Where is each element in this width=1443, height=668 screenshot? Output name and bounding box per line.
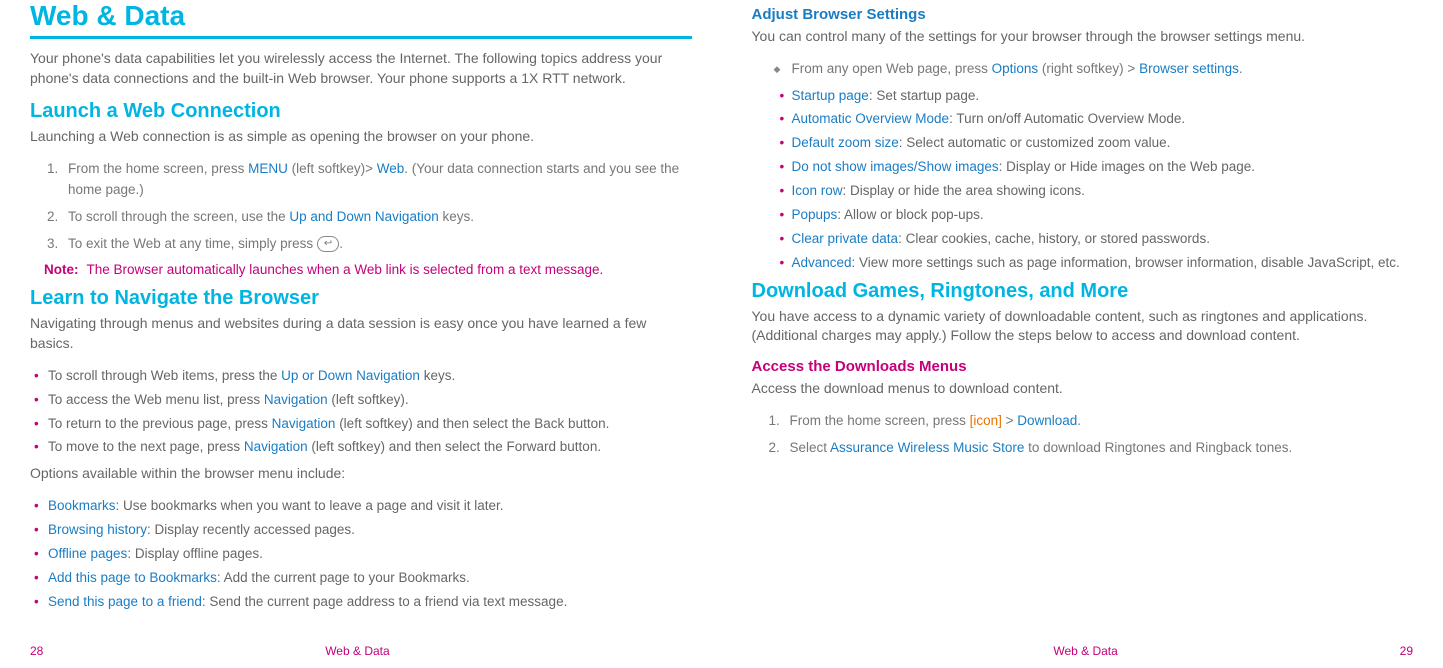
launch-steps: From the home screen, press MENU (left s… — [62, 159, 692, 255]
web-key: Web — [377, 161, 405, 176]
opts-bullets: Bookmarks: Use bookmarks when you want t… — [34, 496, 692, 613]
opts-intro: Options available within the browser men… — [30, 464, 692, 484]
list-item: Default zoom size: Select automatic or c… — [780, 133, 1414, 154]
page-left-content: Web & Data Your phone's data capabilitie… — [30, 0, 692, 636]
list-item: To scroll through Web items, press the U… — [34, 366, 692, 387]
adjust-step: From any open Web page, press Options (r… — [774, 59, 1414, 80]
list-item: Bookmarks: Use bookmarks when you want t… — [34, 496, 692, 517]
title-rule — [30, 36, 692, 39]
intro-text: Your phone's data capabilities let you w… — [30, 49, 692, 88]
icon-placeholder: [icon] — [970, 413, 1002, 428]
step-2: Select Assurance Wireless Music Store to… — [784, 438, 1414, 459]
learn-intro: Navigating through menus and websites du… — [30, 314, 692, 353]
downloads-sub-intro: Access the download menus to download co… — [752, 379, 1414, 399]
list-item: Automatic Overview Mode: Turn on/off Aut… — [780, 109, 1414, 130]
download-steps: From the home screen, press [icon] > Dow… — [784, 411, 1414, 459]
list-item: To access the Web menu list, press Navig… — [34, 390, 692, 411]
list-item: Advanced: View more settings such as pag… — [780, 253, 1414, 274]
list-item: From any open Web page, press Options (r… — [774, 59, 1414, 80]
page-number: 29 — [1400, 644, 1413, 658]
footer-left: 28 Web & Data — [30, 636, 692, 658]
section-download: Download Games, Ringtones, and More — [752, 280, 1414, 303]
step-1: From the home screen, press [icon] > Dow… — [784, 411, 1414, 432]
list-item: Popups: Allow or block pop-ups. — [780, 205, 1414, 226]
list-item: To return to the previous page, press Na… — [34, 414, 692, 435]
page-number: 28 — [30, 644, 43, 658]
note-label: Note: — [44, 262, 79, 277]
page-title: Web & Data — [30, 0, 692, 32]
page-right-content: Adjust Browser Settings You can control … — [752, 0, 1414, 636]
list-item: Do not show images/Show images: Display … — [780, 157, 1414, 178]
list-item: Icon row: Display or hide the area showi… — [780, 181, 1414, 202]
section-learn: Learn to Navigate the Browser — [30, 287, 692, 310]
page-left: Web & Data Your phone's data capabilitie… — [0, 0, 722, 668]
list-item: Add this page to Bookmarks: Add the curr… — [34, 568, 692, 589]
step-3: To exit the Web at any time, simply pres… — [62, 234, 692, 255]
launch-intro: Launching a Web connection is as simple … — [30, 127, 692, 147]
list-item: Clear private data: Clear cookies, cache… — [780, 229, 1414, 250]
note-text: The Browser automatically launches when … — [87, 262, 604, 277]
subsection-downloads: Access the Downloads Menus — [752, 358, 1414, 375]
list-item: Offline pages: Display offline pages. — [34, 544, 692, 565]
section-launch: Launch a Web Connection — [30, 100, 692, 123]
footer-title: Web & Data — [772, 644, 1400, 658]
settings-list: Startup page: Set startup page. Automati… — [780, 86, 1414, 274]
adjust-intro: You can control many of the settings for… — [752, 27, 1414, 47]
section-adjust: Adjust Browser Settings — [752, 6, 1414, 23]
list-item: Browsing history: Display recently acces… — [34, 520, 692, 541]
list-item: Send this page to a friend: Send the cur… — [34, 592, 692, 613]
download-intro: You have access to a dynamic variety of … — [752, 307, 1414, 346]
end-key-icon: ↩ — [317, 236, 339, 252]
footer-right: Web & Data 29 — [752, 636, 1414, 658]
note: Note: The Browser automatically launches… — [44, 262, 692, 277]
footer-title: Web & Data — [43, 644, 671, 658]
list-item: To move to the next page, press Navigati… — [34, 437, 692, 458]
nav-keys: Up and Down Navigation — [289, 209, 438, 224]
step-2: To scroll through the screen, use the Up… — [62, 207, 692, 228]
step-1: From the home screen, press MENU (left s… — [62, 159, 692, 201]
list-item: Startup page: Set startup page. — [780, 86, 1414, 107]
nav-bullets: To scroll through Web items, press the U… — [34, 366, 692, 459]
menu-key: MENU — [248, 161, 288, 176]
page-right: Adjust Browser Settings You can control … — [722, 0, 1443, 668]
